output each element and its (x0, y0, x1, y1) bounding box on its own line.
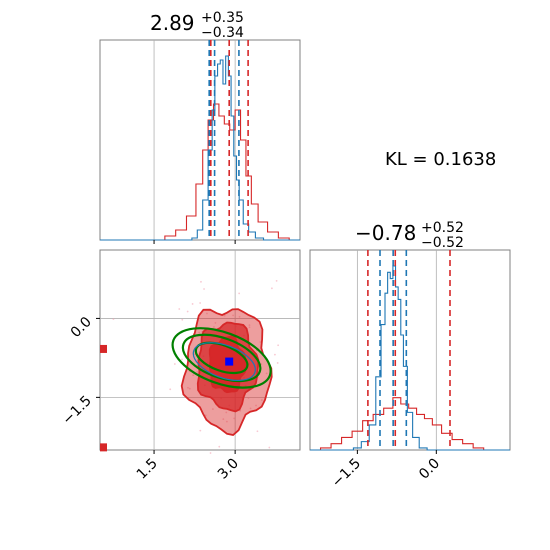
joint-scatter-point (275, 279, 278, 282)
joint-scatter-point (256, 430, 259, 433)
bottom-right-tick-label: 0.0 (416, 456, 443, 483)
top-left-title-minus: −0.34 (201, 25, 244, 41)
joint-scatter-point (233, 417, 236, 420)
joint-scatter-point (238, 292, 241, 295)
joint-truth-marker (225, 357, 234, 366)
joint-blue-contour (192, 342, 256, 382)
joint-scatter-point (203, 288, 205, 290)
joint-scatter-point (173, 363, 176, 365)
joint-scatter-point (198, 331, 201, 334)
joint-scatter-point (225, 411, 228, 414)
joint-scatter-point (259, 341, 262, 343)
joint-scatter-point (192, 374, 195, 377)
joint-scatter-point (271, 287, 273, 290)
top-left-hist-blue (100, 55, 300, 241)
joint-y-tick-label: −1.5 (59, 393, 94, 428)
joint-scatter-point (206, 312, 208, 315)
joint-scatter-point (181, 358, 183, 361)
joint-reference-contour (171, 327, 272, 389)
joint-scatter-point (274, 353, 276, 356)
joint-scatter-point (204, 414, 207, 417)
joint-scatter-point (191, 303, 194, 305)
joint-scatter-point (232, 314, 235, 317)
joint-scatter-point (248, 324, 251, 327)
bottom-right-title-value: −0.78 (355, 221, 416, 245)
joint-scatter-point (238, 315, 241, 318)
joint-scatter-point (199, 302, 202, 304)
joint-scatter-point (255, 404, 257, 407)
joint-scatter-point (211, 408, 214, 410)
bottom-right-hist-blue (310, 265, 510, 451)
joint-scatter-point (200, 280, 202, 283)
joint-scatter-point (223, 314, 226, 317)
joint-x-tick-label: 1.5 (134, 456, 161, 483)
kl-label: KL = 0.1638 (385, 149, 496, 170)
joint-scatter-point (225, 420, 228, 423)
joint-scatter-point (214, 322, 217, 324)
joint-scatter-point (186, 310, 189, 313)
joint-scatter-point (247, 397, 250, 399)
joint-reference-contour (194, 341, 249, 375)
joint-scatter-point (276, 362, 279, 364)
bottom-right-title-plus: +0.52 (421, 220, 464, 236)
joint-scatter-point (218, 445, 221, 448)
joint-scatter-point (112, 318, 115, 321)
joint-scatter-point (187, 386, 189, 389)
bottom-right-title-minus: −0.52 (421, 235, 464, 251)
top-left-title: 2.89 +0.35 −0.34 (150, 10, 244, 41)
top-left-panel-frame (99, 39, 301, 241)
joint-scatter-point (222, 418, 225, 421)
chart-marks-layer: −1.5 0.0 1.5 3.0 0.0 −1.5 (59, 40, 510, 491)
joint-scatter-point (181, 318, 184, 321)
joint-scatter-point (248, 326, 251, 329)
joint-scatter-point (188, 387, 191, 390)
joint-scatter-point (178, 308, 181, 310)
bottom-right-title: −0.78 +0.52 −0.52 (355, 220, 464, 251)
joint-scatter-point (196, 370, 199, 373)
joint-scatter-point (169, 388, 172, 391)
joint-scatter-point (199, 429, 202, 432)
joint-scatter-point (265, 372, 268, 375)
joint-scatter-point (268, 446, 271, 449)
joint-y-tick-label: 0.0 (68, 314, 95, 341)
bottom-right-panel-frame (309, 249, 511, 451)
joint-x-tick-label: 3.0 (215, 456, 242, 483)
joint-scatter-point (260, 399, 263, 401)
top-left-title-plus: +0.35 (201, 10, 244, 26)
top-left-title-value: 2.89 (150, 11, 195, 35)
joint-edge-marker (100, 344, 107, 353)
joint-scatter-point (277, 344, 280, 347)
joint-scatter-point (209, 452, 212, 454)
joint-scatter-point (213, 326, 215, 328)
top-left-hist-red (100, 103, 300, 241)
joint-edge-marker (100, 443, 107, 452)
joint-reference-contour (181, 333, 262, 383)
joint-scatter-point (249, 407, 252, 410)
bottom-right-tick-label: −1.5 (329, 456, 364, 491)
bottom-right-hist-red (310, 397, 510, 451)
